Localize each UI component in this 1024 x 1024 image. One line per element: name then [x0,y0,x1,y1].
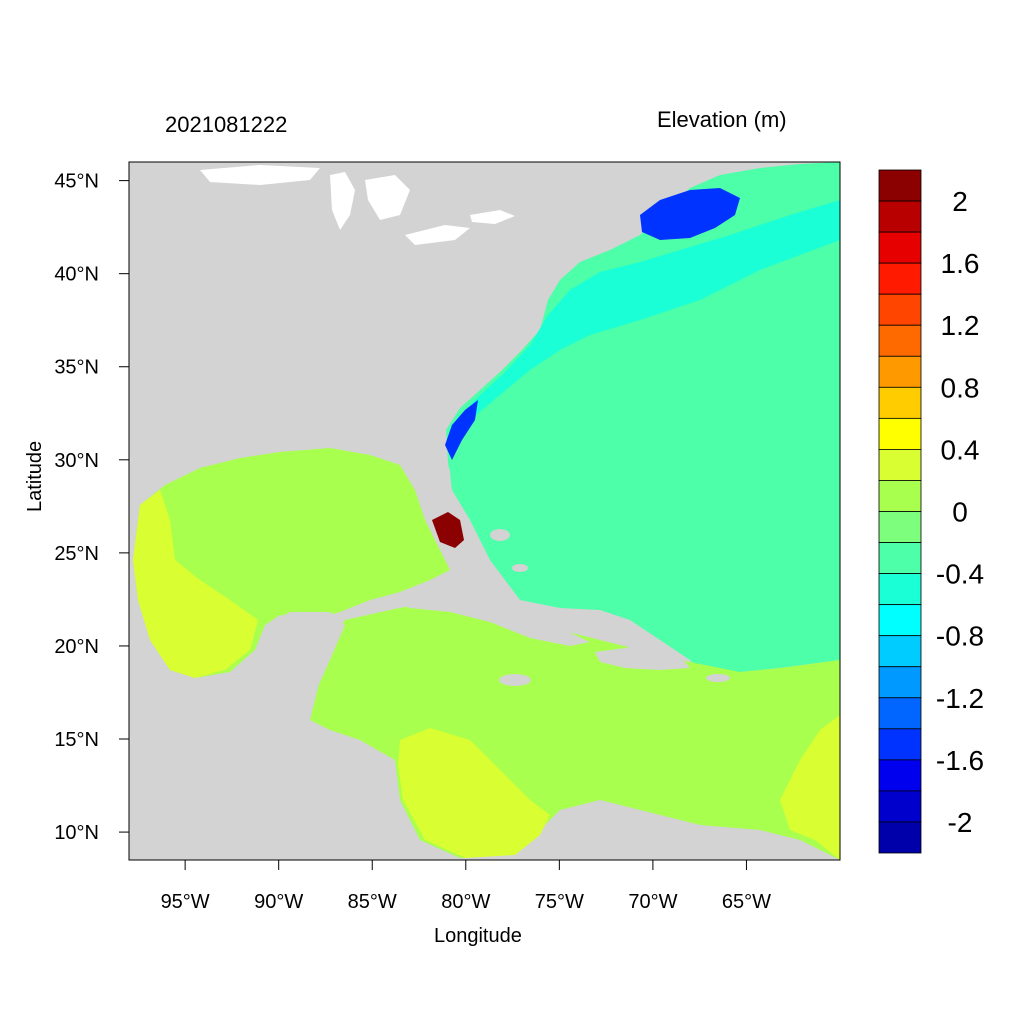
x-tick-label: 65°W [722,891,771,913]
colorbar-label: -0.4 [936,559,984,590]
colorbar-swatch [878,728,922,761]
colorbar-swatch [878,573,922,606]
colorbar-label: -2 [948,807,973,838]
variable-label: Elevation (m) [657,107,787,132]
colorbar-swatch [878,604,922,637]
colorbar-label: 0 [952,497,968,528]
cuba-island [385,590,590,646]
x-tick-label: 75°W [535,891,584,913]
southeast-coast-low [445,400,478,460]
bahamas-island [512,564,528,572]
colorbar-swatch [878,480,922,512]
colorbar-swatch [878,355,922,388]
gulf-of-maine-low [640,188,740,240]
colorbar-swatch [878,666,922,699]
colorbar-label: -1.6 [936,745,984,776]
colorbar-swatch [878,542,922,574]
x-tick-label: 90°W [254,891,303,913]
colorbar-swatch [878,169,922,202]
bahamas-island [490,529,510,541]
south-florida-surge [432,512,464,548]
western-gulf-raised [133,490,258,678]
lake-huron [365,175,410,220]
colorbar-swatch [878,790,922,823]
y-tick-label: 40°N [54,264,99,286]
y-tick-label: 45°N [54,171,99,193]
y-tick-label: 25°N [54,543,99,565]
colorbar-swatch [878,293,922,326]
atlantic-ocean [446,162,840,672]
x-tick-label: 70°W [628,891,677,913]
x-tick-label: 80°W [441,891,490,913]
lake-erie [405,225,470,245]
y-tick-label: 20°N [54,636,99,658]
colorbar-swatch [878,417,922,450]
colorbar-swatch [878,511,922,543]
y-tick-label: 10°N [54,822,99,844]
colorbar-label: -1.2 [936,683,984,714]
hispaniola-island [595,646,690,670]
southwest-caribbean-raised [398,728,550,858]
colorbar-swatch [878,231,922,264]
y-tick-label: 15°N [54,729,99,751]
x-tick-label: 95°W [161,891,210,913]
colorbar: 2 1.6 1.2 0.8 0.4 0 -0.4 -0.8 -1.2 -1.6 -2 [878,169,984,854]
y-tick-label: 30°N [54,450,99,472]
map-plot-area [129,162,840,860]
colorbar-label: -0.8 [936,621,984,652]
colorbar-label: 2 [952,186,968,217]
puerto-rico-island [706,674,730,682]
colorbar-label: 0.4 [941,434,980,465]
y-tick-label: 35°N [54,357,99,379]
south-america-coast [540,800,840,860]
yucatan-peninsula [255,612,345,720]
colorbar-label: 1.6 [941,248,980,279]
timestamp-label: 2021081222 [165,112,288,137]
colorbar-swatch [878,821,922,854]
colorbar-label: 1.2 [941,310,980,341]
jamaica-island [499,674,531,686]
lake-michigan [330,172,355,230]
lake-ontario [470,210,515,224]
colorbar-swatch [878,759,922,792]
colorbar-label: 0.8 [941,372,980,403]
x-axis-label: Longitude [434,925,522,947]
x-tick-label: 85°W [348,891,397,913]
lake-superior [200,165,320,185]
plot-frame [128,161,841,861]
colorbar-swatch [878,449,922,481]
y-axis-ticks: 45°N 40°N 35°N 30°N 25°N 20°N 15°N 10°N [54,171,129,844]
x-axis-ticks: 95°W 90°W 85°W 80°W 75°W 70°W 65°W [161,860,771,913]
colorbar-swatch [878,386,922,419]
gulf-stream-band [450,200,840,450]
colorbar-swatch [878,697,922,730]
colorbar-swatch [878,635,922,668]
eastern-caribbean-raised [780,715,840,860]
colorbar-swatch [878,324,922,357]
colorbar-swatch [878,262,922,295]
colorbar-swatch [878,200,922,233]
